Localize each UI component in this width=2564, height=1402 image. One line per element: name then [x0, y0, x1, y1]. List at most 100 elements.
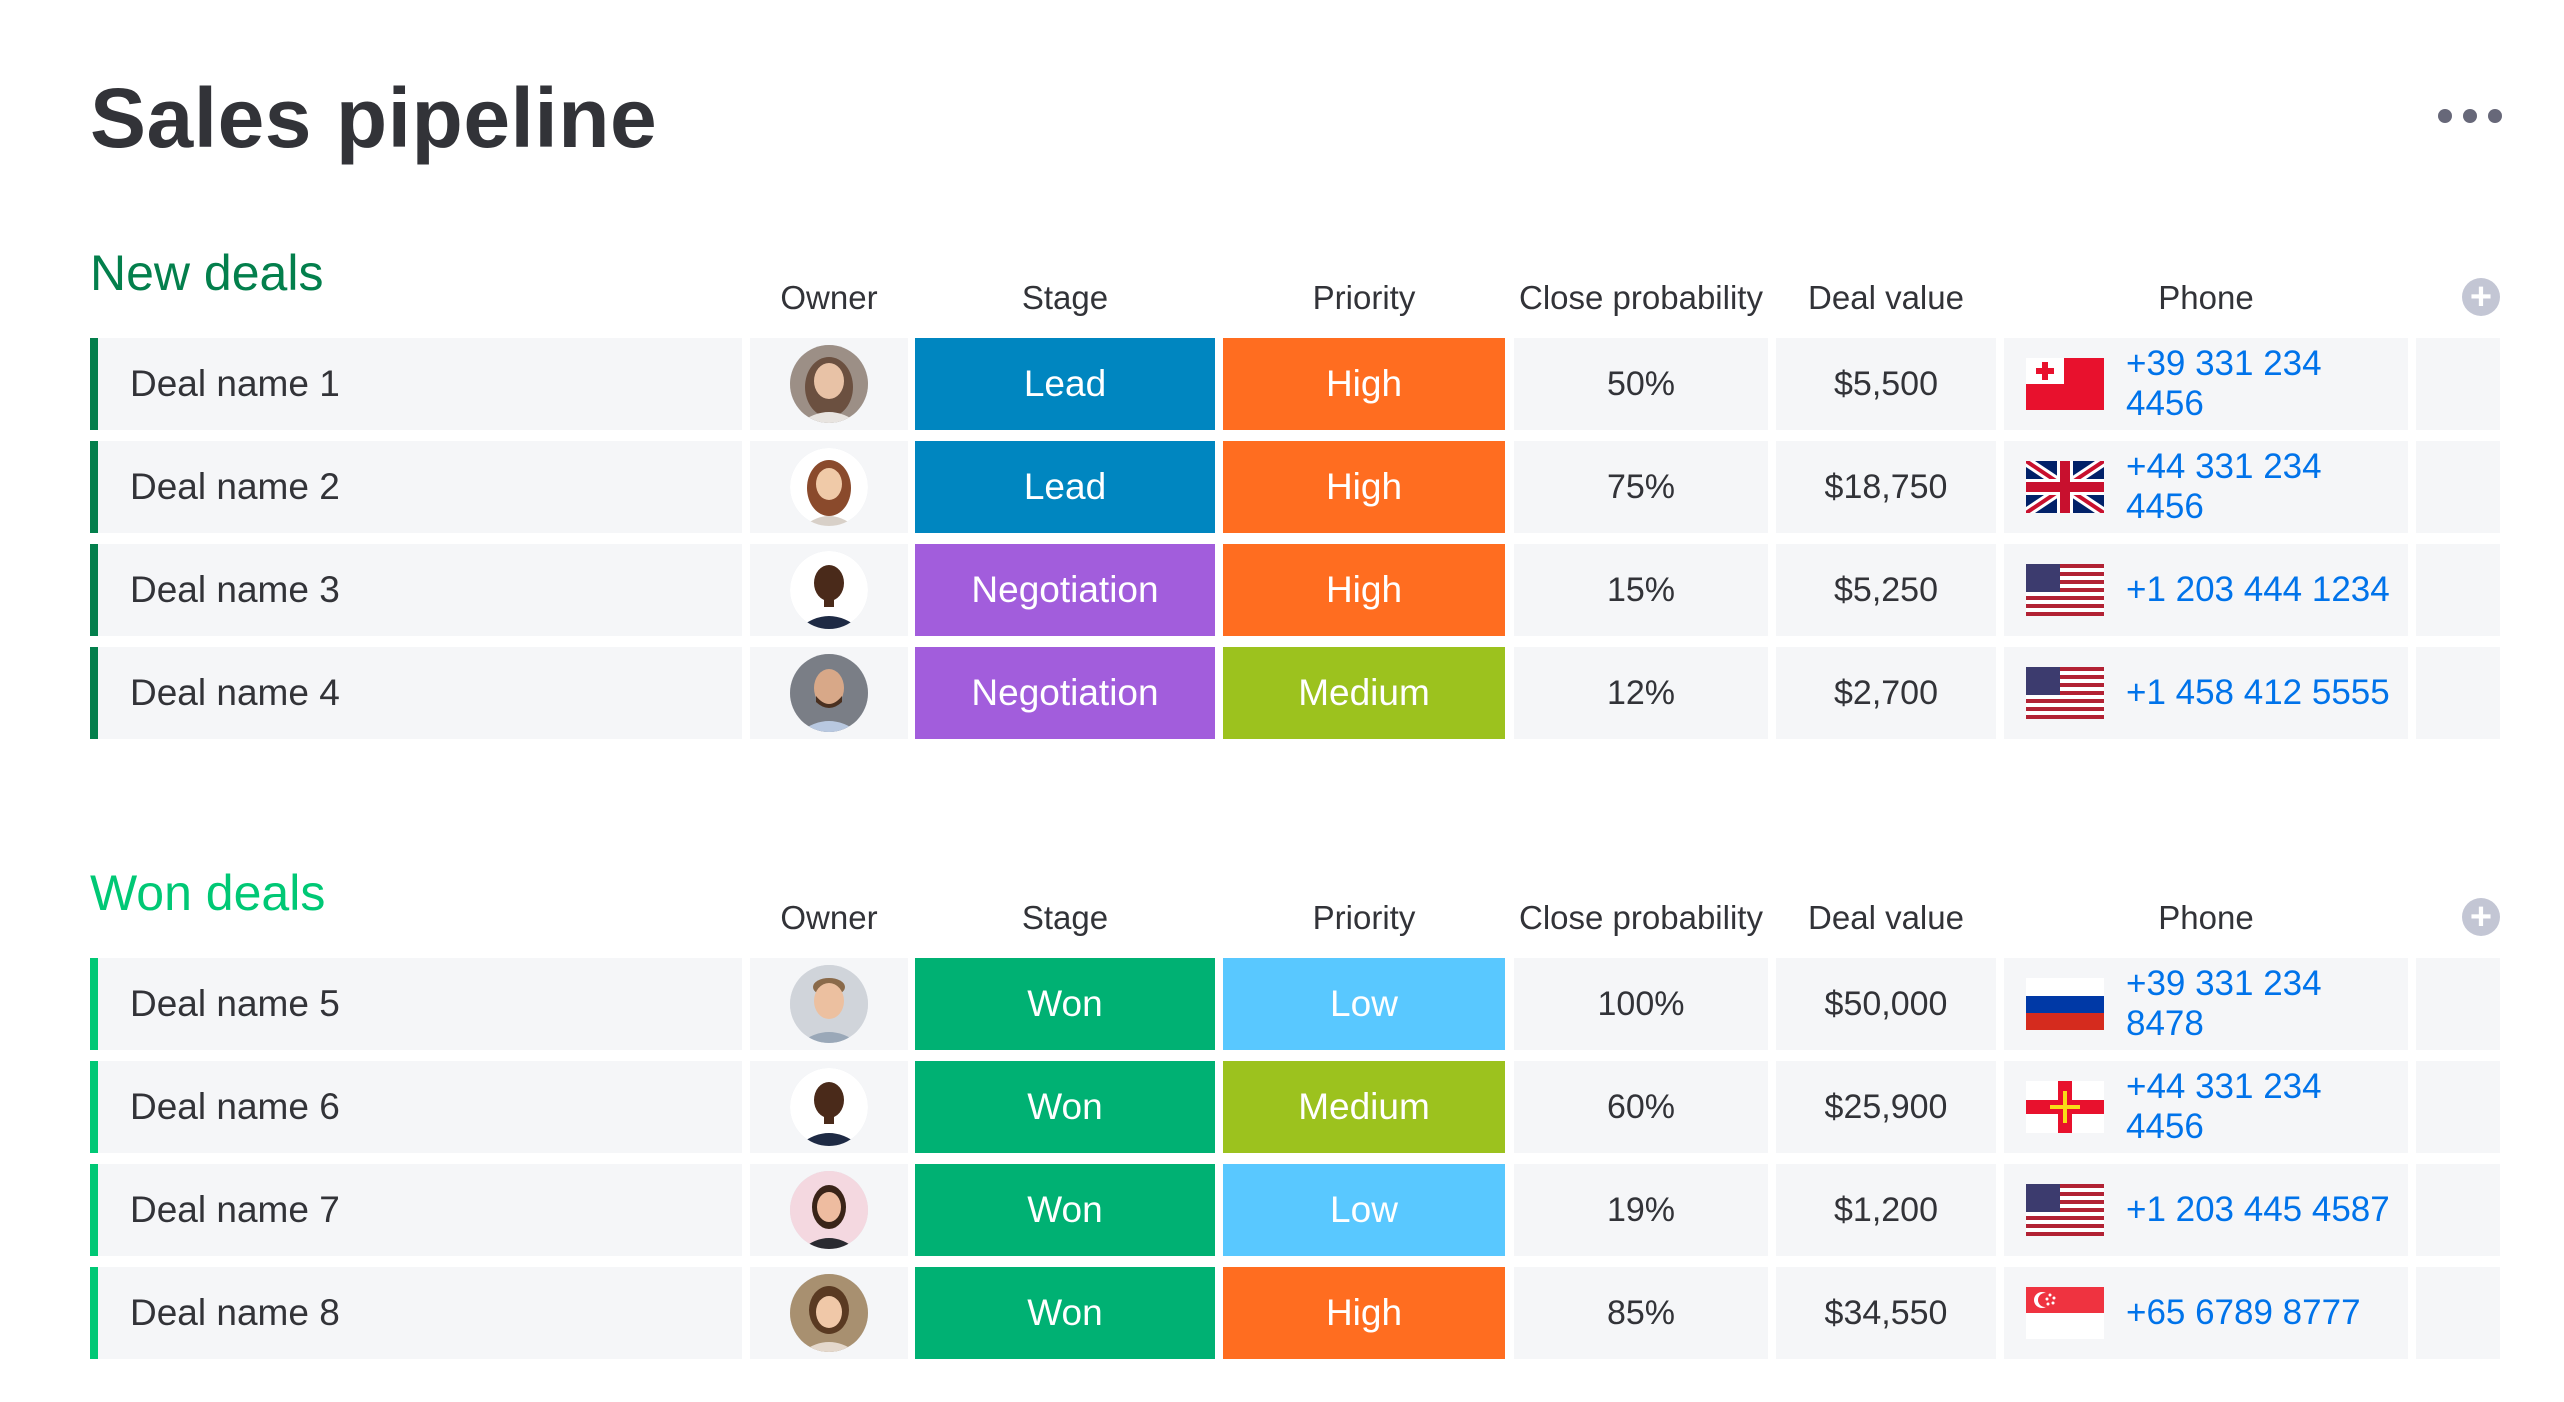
- priority-status[interactable]: High: [1223, 441, 1505, 533]
- column-header-deal-value[interactable]: Deal value: [1808, 899, 1964, 936]
- deal-name-cell[interactable]: Deal name 5: [90, 958, 742, 1050]
- empty-cell[interactable]: [2416, 441, 2500, 533]
- column-header-priority[interactable]: Priority: [1312, 279, 1416, 316]
- group-color-bar: [90, 647, 98, 739]
- empty-cell[interactable]: [2416, 1267, 2500, 1359]
- close-probability-cell[interactable]: 50%: [1514, 338, 1768, 430]
- phone-link[interactable]: +44 331 234 4456: [2126, 1067, 2322, 1146]
- table-row[interactable]: Deal name 4 Negotiation Medium 12% $2,70…: [90, 647, 2510, 739]
- deal-value-cell[interactable]: $5,500: [1776, 338, 1996, 430]
- close-probability-cell[interactable]: 60%: [1514, 1061, 1768, 1153]
- phone-cell[interactable]: +1 458 412 5555: [2004, 647, 2408, 739]
- column-header-stage[interactable]: Stage: [1021, 899, 1109, 936]
- phone-link[interactable]: +39 331 234 4456: [2126, 344, 2322, 423]
- owner-cell[interactable]: [750, 1267, 908, 1359]
- empty-cell[interactable]: [2416, 338, 2500, 430]
- column-header-phone[interactable]: Phone: [2158, 279, 2254, 316]
- stage-status[interactable]: Lead: [915, 441, 1215, 533]
- deal-name-cell[interactable]: Deal name 8: [90, 1267, 742, 1359]
- phone-cell[interactable]: +1 203 444 1234: [2004, 544, 2408, 636]
- column-header-deal-value[interactable]: Deal value: [1808, 279, 1964, 316]
- phone-link[interactable]: +1 203 445 4587: [2126, 1190, 2390, 1229]
- table-row[interactable]: Deal name 6 Won Medium 60% $25,900 +44 3…: [90, 1061, 2510, 1153]
- owner-cell[interactable]: [750, 544, 908, 636]
- more-options-button[interactable]: [2438, 100, 2502, 132]
- table-row[interactable]: Deal name 8 Won High 85% $34,550 +65 678…: [90, 1267, 2510, 1359]
- stage-status[interactable]: Won: [915, 958, 1215, 1050]
- deal-name-cell[interactable]: Deal name 7: [90, 1164, 742, 1256]
- deal-value-cell[interactable]: $50,000: [1776, 958, 1996, 1050]
- deal-name-cell[interactable]: Deal name 1: [90, 338, 742, 430]
- stage-status[interactable]: Lead: [915, 338, 1215, 430]
- close-probability-cell[interactable]: 15%: [1514, 544, 1768, 636]
- deal-value-cell[interactable]: $5,250: [1776, 544, 1996, 636]
- priority-status[interactable]: High: [1223, 338, 1505, 430]
- empty-cell[interactable]: [2416, 1061, 2500, 1153]
- group-title[interactable]: Won deals: [90, 865, 326, 921]
- deal-name: Deal name 1: [130, 363, 340, 404]
- deal-name-cell[interactable]: Deal name 2: [90, 441, 742, 533]
- empty-cell[interactable]: [2416, 1164, 2500, 1256]
- close-probability-cell[interactable]: 85%: [1514, 1267, 1768, 1359]
- close-probability-cell[interactable]: 75%: [1514, 441, 1768, 533]
- group-title[interactable]: New deals: [90, 245, 324, 301]
- phone-cell[interactable]: +39 331 234 4456: [2004, 338, 2408, 430]
- phone-link[interactable]: +1 203 444 1234: [2126, 570, 2390, 609]
- column-header-owner[interactable]: Owner: [780, 899, 878, 936]
- stage-status[interactable]: Negotiation: [915, 544, 1215, 636]
- deal-name-cell[interactable]: Deal name 4: [90, 647, 742, 739]
- priority-status[interactable]: High: [1223, 544, 1505, 636]
- stage-status[interactable]: Won: [915, 1267, 1215, 1359]
- priority-status[interactable]: Medium: [1223, 647, 1505, 739]
- deal-name-cell[interactable]: Deal name 3: [90, 544, 742, 636]
- table-row[interactable]: Deal name 2 Lead High 75% $18,750 +44 33…: [90, 441, 2510, 533]
- table-row[interactable]: Deal name 3 Negotiation High 15% $5,250 …: [90, 544, 2510, 636]
- close-probability-cell[interactable]: 12%: [1514, 647, 1768, 739]
- priority-status[interactable]: Low: [1223, 958, 1505, 1050]
- add-column-button[interactable]: +: [2462, 278, 2500, 316]
- add-column-button[interactable]: +: [2462, 898, 2500, 936]
- owner-cell[interactable]: [750, 1164, 908, 1256]
- deal-value-cell[interactable]: $25,900: [1776, 1061, 1996, 1153]
- close-probability-cell[interactable]: 100%: [1514, 958, 1768, 1050]
- owner-cell[interactable]: [750, 441, 908, 533]
- column-header-priority[interactable]: Priority: [1312, 899, 1416, 936]
- column-header-owner[interactable]: Owner: [780, 279, 878, 316]
- phone-link[interactable]: +44 331 234 4456: [2126, 447, 2322, 526]
- phone-link[interactable]: +1 458 412 5555: [2126, 673, 2390, 712]
- close-probability-cell[interactable]: 19%: [1514, 1164, 1768, 1256]
- phone-cell[interactable]: +44 331 234 4456: [2004, 1061, 2408, 1153]
- owner-cell[interactable]: [750, 338, 908, 430]
- deal-value-cell[interactable]: $18,750: [1776, 441, 1996, 533]
- stage-status[interactable]: Negotiation: [915, 647, 1215, 739]
- stage-status[interactable]: Won: [915, 1164, 1215, 1256]
- column-header-close-probability[interactable]: Close probability: [1519, 899, 1763, 936]
- group-header: New deals Owner Stage Priority Close pro…: [90, 238, 2510, 338]
- phone-cell[interactable]: +39 331 234 8478: [2004, 958, 2408, 1050]
- column-header-phone[interactable]: Phone: [2158, 899, 2254, 936]
- deal-value-cell[interactable]: $1,200: [1776, 1164, 1996, 1256]
- table-row[interactable]: Deal name 7 Won Low 19% $1,200 +1 203 44…: [90, 1164, 2510, 1256]
- phone-link[interactable]: +65 6789 8777: [2126, 1293, 2361, 1332]
- owner-cell[interactable]: [750, 1061, 908, 1153]
- phone-cell[interactable]: +1 203 445 4587: [2004, 1164, 2408, 1256]
- priority-status[interactable]: Medium: [1223, 1061, 1505, 1153]
- phone-cell[interactable]: +65 6789 8777: [2004, 1267, 2408, 1359]
- empty-cell[interactable]: [2416, 647, 2500, 739]
- deal-value-cell[interactable]: $34,550: [1776, 1267, 1996, 1359]
- table-row[interactable]: Deal name 5 Won Low 100% $50,000 +39 331…: [90, 958, 2510, 1050]
- column-header-stage[interactable]: Stage: [1021, 279, 1109, 316]
- column-header-close-probability[interactable]: Close probability: [1519, 279, 1763, 316]
- owner-cell[interactable]: [750, 958, 908, 1050]
- deal-value-cell[interactable]: $2,700: [1776, 647, 1996, 739]
- owner-cell[interactable]: [750, 647, 908, 739]
- phone-link[interactable]: +39 331 234 8478: [2126, 964, 2322, 1043]
- stage-status[interactable]: Won: [915, 1061, 1215, 1153]
- table-row[interactable]: Deal name 1 Lead High 50% $5,500 +39 331…: [90, 338, 2510, 430]
- phone-cell[interactable]: +44 331 234 4456: [2004, 441, 2408, 533]
- deal-name-cell[interactable]: Deal name 6: [90, 1061, 742, 1153]
- empty-cell[interactable]: [2416, 544, 2500, 636]
- priority-status[interactable]: Low: [1223, 1164, 1505, 1256]
- priority-status[interactable]: High: [1223, 1267, 1505, 1359]
- empty-cell[interactable]: [2416, 958, 2500, 1050]
